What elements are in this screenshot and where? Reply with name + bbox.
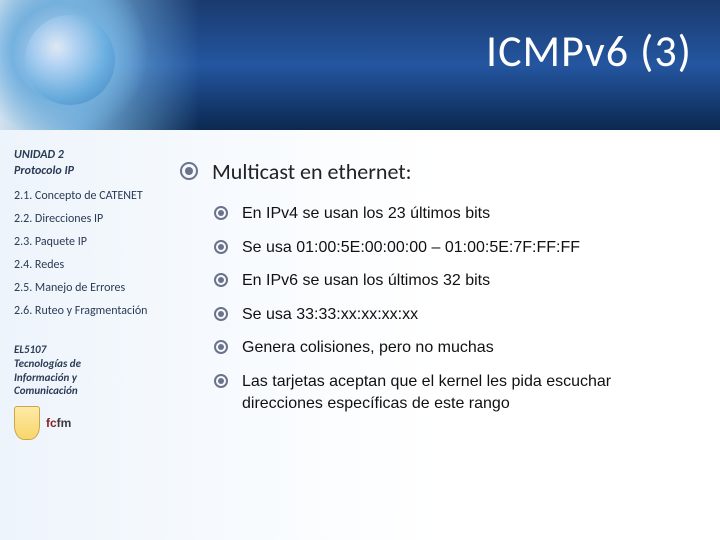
page-title: ICMPv6 (3) <box>486 24 692 78</box>
sub-item-text: En IPv6 se usan los últimos 32 bits <box>242 270 490 292</box>
sub-item: En IPv6 se usan los últimos 32 bits <box>214 270 692 292</box>
sub-item: En IPv4 se usan los 23 últimos bits <box>214 203 692 225</box>
sidebar-unit-line1: UNIDAD 2 <box>14 148 150 164</box>
sub-item: Se usa 01:00:5E:00:00:00 – 01:00:5E:7F:F… <box>214 237 692 259</box>
sub-item-text: Se usa 33:33:xx:xx:xx:xx <box>242 304 418 326</box>
sidebar-item: 2.6. Ruteo y Fragmentación <box>14 304 150 319</box>
sub-item-text: Se usa 01:00:5E:00:00:00 – 01:00:5E:7F:F… <box>242 237 580 259</box>
slide-header: ICMPv6 (3) <box>0 0 720 130</box>
sidebar-item: 2.2. Direcciones IP <box>14 212 150 227</box>
university-shield-icon <box>14 406 40 440</box>
fcfm-logo: fcfm <box>46 416 71 430</box>
sidebar-item: 2.1. Concepto de CATENET <box>14 189 150 204</box>
main-bullet-row: Multicast en ethernet: <box>180 158 692 185</box>
sidebar-item: 2.4. Redes <box>14 258 150 273</box>
bullet-icon <box>214 273 228 287</box>
sidebar-item: 2.3. Paquete IP <box>14 235 150 250</box>
sidebar: UNIDAD 2 Protocolo IP 2.1. Concepto de C… <box>0 130 160 540</box>
bullet-icon <box>214 340 228 354</box>
sidebar-footer-line: Información y <box>14 371 150 385</box>
sidebar-unit: UNIDAD 2 Protocolo IP <box>14 148 150 179</box>
sub-item-text: Genera colisiones, pero no muchas <box>242 337 494 359</box>
sub-item-text: En IPv4 se usan los 23 últimos bits <box>242 203 490 225</box>
bullet-icon <box>180 162 198 180</box>
sub-item: Genera colisiones, pero no muchas <box>214 337 692 359</box>
slide-body: UNIDAD 2 Protocolo IP 2.1. Concepto de C… <box>0 130 720 540</box>
sub-item: Las tarjetas aceptan que el kernel les p… <box>214 371 692 414</box>
sidebar-footer-line: Tecnologías de <box>14 357 150 371</box>
sidebar-footer: EL5107 Tecnologías de Información y Comu… <box>14 343 150 398</box>
sidebar-unit-line2: Protocolo IP <box>14 164 150 180</box>
bullet-icon <box>214 240 228 254</box>
sub-item-text: Las tarjetas aceptan que el kernel les p… <box>242 371 692 414</box>
header-decorative-image <box>0 0 200 130</box>
main-content: Multicast en ethernet: En IPv4 se usan l… <box>160 130 720 540</box>
bullet-icon <box>214 307 228 321</box>
bullet-icon <box>214 374 228 388</box>
sub-item: Se usa 33:33:xx:xx:xx:xx <box>214 304 692 326</box>
sidebar-footer-line: Comunicación <box>14 384 150 398</box>
sub-list: En IPv4 se usan los 23 últimos bits Se u… <box>214 203 692 414</box>
bullet-icon <box>214 206 228 220</box>
sidebar-logos: fcfm <box>14 406 150 440</box>
sidebar-item: 2.5. Manejo de Errores <box>14 281 150 296</box>
sidebar-footer-line: EL5107 <box>14 343 150 357</box>
main-heading: Multicast en ethernet: <box>212 158 412 185</box>
